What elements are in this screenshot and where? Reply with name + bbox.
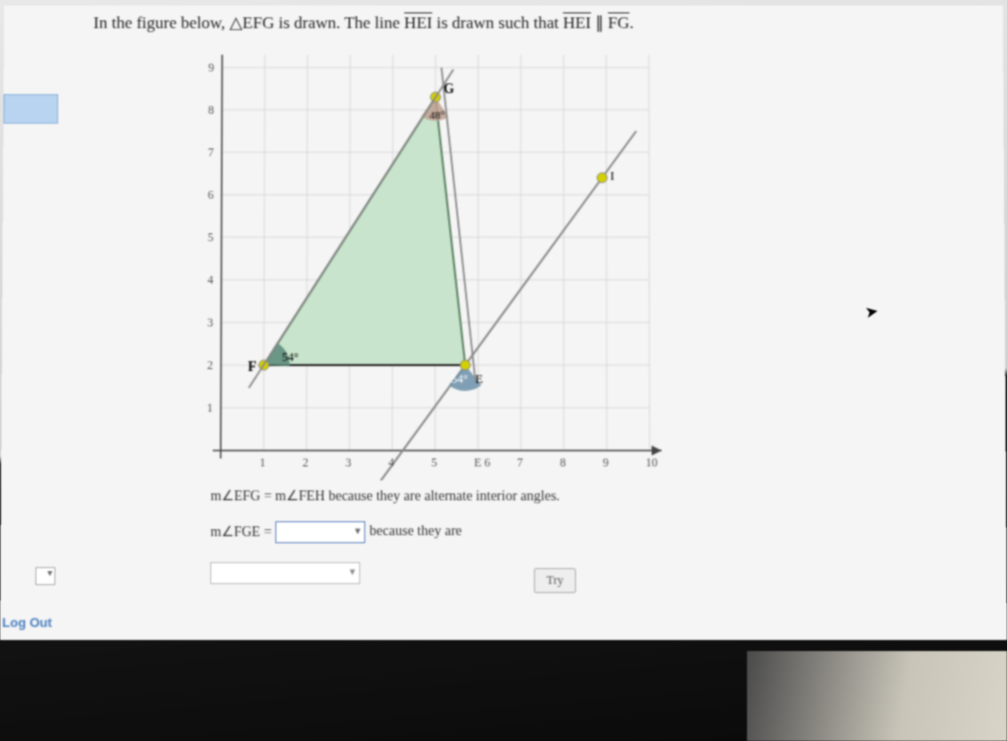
svg-text:7: 7 [208,145,214,159]
reason-prefix: because they are [369,524,461,540]
text: is drawn such that [432,13,563,32]
text: In the figure below, [93,13,229,32]
graph-svg: 54° 48° 54° 12345E 678910 12345678910 F … [161,55,680,481]
svg-text:I: I [610,168,614,183]
line-name-HEI: HEI [404,13,432,32]
svg-text:10: 10 [646,455,658,469]
question-area: m∠EFG = m∠FEH because they are alternate… [210,488,576,593]
svg-text:3: 3 [207,315,213,329]
svg-text:3: 3 [345,455,351,469]
sidebar-button-fragment[interactable] [3,94,58,124]
svg-text:1: 1 [260,455,266,469]
coordinate-graph: 54° 48° 54° 12345E 678910 12345678910 F … [161,55,680,481]
screen-area: ▾ Log Out In the figure below, △EFG is d… [0,6,1007,640]
problem-statement: In the figure below, △EFG is drawn. The … [93,13,963,33]
svg-text:48°: 48° [430,110,445,122]
svg-text:6: 6 [208,188,214,202]
svg-text:5: 5 [208,230,214,244]
sidebar-dropdown-fragment[interactable]: ▾ [35,567,55,585]
svg-text:7: 7 [517,455,523,469]
svg-text:54°: 54° [451,372,468,386]
svg-text:4: 4 [207,273,213,287]
svg-text:5: 5 [431,455,437,469]
text: is drawn. The line [274,13,404,32]
svg-text:8: 8 [560,455,566,469]
desk-surface [747,651,1007,741]
svg-text:1: 1 [207,401,213,415]
reason-dropdown[interactable] [210,562,360,584]
svg-text:9: 9 [208,61,214,75]
parallel-symbol: ∥ [591,13,608,32]
svg-text:8: 8 [208,103,214,117]
fill-in-line: m∠FGE = because they are [210,521,576,543]
svg-text:F: F [248,360,257,375]
svg-text:9: 9 [603,455,609,469]
svg-text:E: E [475,371,483,386]
given-statement: m∠EFG = m∠FEH because they are alternate… [211,488,577,505]
logout-link[interactable]: Log Out [2,615,52,630]
svg-text:2: 2 [207,358,213,372]
triangle-name: △EFG [229,13,274,32]
text: . [629,13,633,32]
svg-text:E 6: E 6 [474,455,490,469]
svg-text:54°: 54° [282,350,299,364]
content-panel: In the figure below, △EFG is drawn. The … [90,13,967,630]
try-button[interactable]: Try [533,568,576,593]
angle-FGE-label: m∠FGE = [210,524,271,541]
svg-text:2: 2 [302,455,308,469]
angle-measure-dropdown[interactable] [276,521,366,543]
svg-text:4: 4 [388,455,394,469]
parallel-left: HEI [563,13,591,32]
parallel-right: FG [608,13,630,32]
